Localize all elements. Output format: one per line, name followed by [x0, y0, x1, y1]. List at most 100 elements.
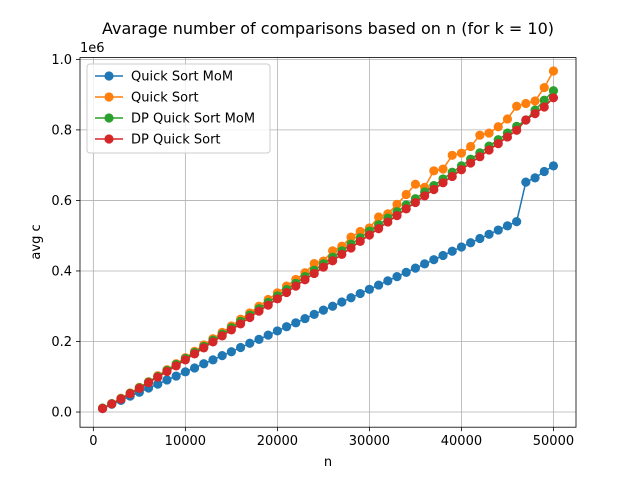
chart-title: Avarage number of comparisons based on n… [102, 19, 554, 38]
data-point [162, 375, 172, 385]
data-point [107, 399, 117, 409]
data-point [502, 114, 513, 124]
y-tick-label: 0.8 [51, 123, 72, 138]
data-point [401, 204, 411, 214]
data-point [217, 331, 227, 341]
data-point [134, 383, 144, 394]
data-point [226, 325, 236, 335]
data-point [447, 150, 457, 160]
data-point [484, 145, 494, 155]
plot-frame [79, 57, 577, 428]
legend-label: Quick Sort MoM [131, 70, 233, 85]
x-tick-label: 40000 [441, 434, 482, 449]
data-point [318, 305, 328, 315]
data-point [530, 96, 540, 106]
data-point [263, 330, 273, 340]
data-point [401, 267, 411, 277]
data-point [475, 152, 485, 162]
data-point [438, 250, 448, 261]
data-point [548, 66, 559, 76]
data-point [355, 236, 365, 246]
x-tick-label: 0 [89, 434, 97, 449]
legend-item: Quick Sort MoM [95, 70, 233, 85]
data-point [502, 221, 513, 231]
data-point [530, 173, 540, 183]
data-point [392, 199, 402, 209]
legend-swatch-marker [104, 113, 114, 123]
data-point [466, 141, 476, 152]
data-point [346, 293, 356, 303]
data-point [420, 259, 430, 269]
series-3 [97, 93, 559, 414]
data-point [337, 297, 347, 307]
data-point [374, 280, 384, 290]
legend-label: Quick Sort [131, 91, 199, 106]
data-point [410, 197, 421, 208]
data-point [281, 287, 292, 298]
data-point [180, 367, 190, 377]
data-point [235, 342, 246, 353]
data-point [392, 211, 402, 221]
data-point [171, 361, 181, 371]
y-offset-label: 1e6 [80, 41, 105, 56]
data-point [466, 158, 476, 168]
y-tick-label: 0.6 [51, 194, 72, 209]
series-layer [97, 66, 559, 414]
data-point [456, 165, 467, 175]
x-axis-label: n [324, 455, 332, 470]
y-tick-label: 0.0 [51, 406, 72, 421]
y-tick-label: 1.0 [51, 53, 72, 68]
data-point [512, 216, 522, 227]
data-point [208, 337, 218, 347]
data-point [143, 378, 154, 388]
x-tick-label: 50000 [533, 434, 574, 449]
legend-label: DP Quick Sort [131, 133, 221, 148]
legend-item: Quick Sort [95, 91, 199, 106]
data-point [493, 225, 503, 235]
data-point [153, 372, 163, 382]
data-point [328, 246, 338, 256]
data-point [484, 229, 494, 239]
data-point [410, 179, 421, 189]
data-point [548, 86, 559, 96]
data-point [272, 294, 282, 304]
data-point [346, 243, 356, 253]
data-point [521, 98, 531, 109]
data-point [539, 82, 549, 93]
data-point [300, 313, 310, 324]
data-point [254, 306, 264, 316]
data-point [309, 268, 319, 279]
data-point [189, 349, 200, 359]
data-point [272, 326, 282, 336]
y-axis: 0.0 0.2 0.4 0.6 0.8 1.0 [51, 53, 80, 421]
data-point [447, 171, 457, 182]
data-point [97, 403, 108, 414]
data-point [383, 276, 393, 286]
data-point [245, 338, 255, 348]
data-point [401, 189, 411, 200]
data-point [116, 394, 126, 404]
data-point [281, 322, 292, 332]
data-point [383, 217, 393, 227]
data-point [438, 178, 448, 188]
data-point [502, 132, 513, 142]
data-point [539, 166, 549, 177]
data-point [512, 101, 522, 111]
data-point [328, 256, 338, 266]
data-point [318, 262, 328, 272]
data-point [420, 191, 430, 201]
data-point [217, 351, 227, 361]
x-tick-label: 20000 [257, 434, 298, 449]
data-point [392, 272, 402, 282]
legend-item: DP Quick Sort MoM [95, 112, 255, 127]
data-point [374, 212, 384, 222]
data-point [539, 102, 549, 112]
data-point [254, 334, 264, 344]
data-point [309, 309, 319, 319]
data-point [364, 230, 375, 240]
data-point [438, 164, 448, 174]
x-tick-label: 10000 [165, 434, 206, 449]
data-point [337, 249, 347, 259]
data-point [162, 366, 172, 377]
data-point [355, 288, 365, 299]
